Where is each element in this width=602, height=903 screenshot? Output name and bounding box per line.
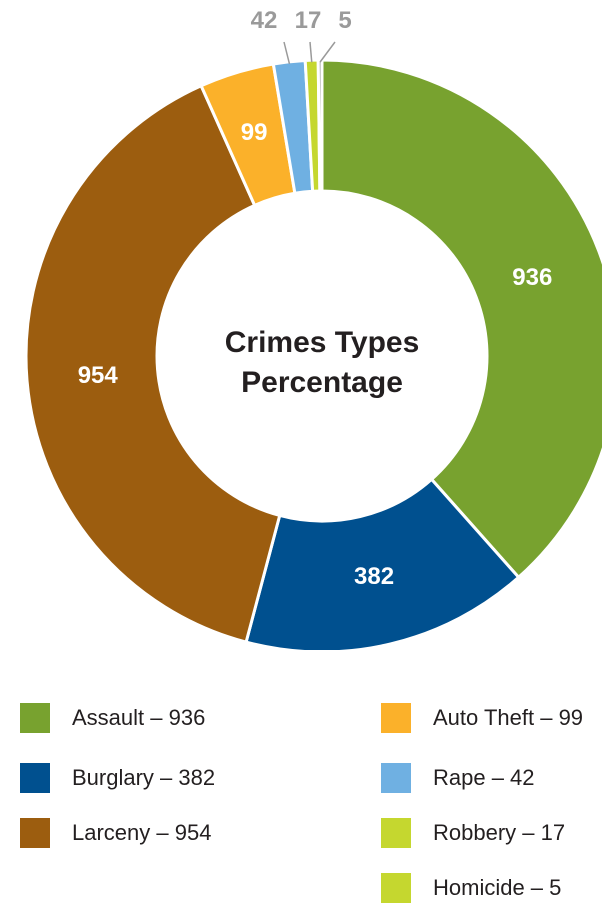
leader-line xyxy=(309,41,313,63)
legend-swatch xyxy=(381,703,411,733)
legend-item-burglary: Burglary – 382 xyxy=(20,763,215,793)
legend-swatch xyxy=(381,763,411,793)
legend-item-homicide: Homicide – 5 xyxy=(381,873,561,903)
leader-line xyxy=(283,41,291,64)
legend-label: Homicide – 5 xyxy=(433,875,562,900)
legend-item-larceny: Larceny – 954 xyxy=(20,818,211,848)
legend-item-robbery: Robbery – 17 xyxy=(381,818,565,848)
outer-labels: 42 17 5 xyxy=(251,7,352,64)
legend-label: Rape – 42 xyxy=(433,765,535,790)
donut-slice-assault xyxy=(320,58,602,580)
legend-label: Assault – 936 xyxy=(72,705,206,730)
donut-slice-burglary xyxy=(244,477,521,650)
chart-center-title-line1: Crimes Types xyxy=(225,326,420,359)
legend-item-rape: Rape – 42 xyxy=(381,763,535,793)
donut-chart: 42 17 5 936 382 954 99 Crimes Types Percentag… xyxy=(24,7,602,650)
legend-label: Larceny – 954 xyxy=(72,820,212,845)
slice-label-homicide: 5 xyxy=(338,7,351,34)
legend-label: Robbery – 17 xyxy=(433,820,566,845)
donut-slices xyxy=(24,58,602,650)
legend-swatch xyxy=(20,763,50,793)
slice-label-rape: 42 xyxy=(251,7,278,34)
legend-item-assault: Assault – 936 xyxy=(20,703,205,733)
slice-label-larceny: 954 xyxy=(78,362,119,389)
legend-item-auto-theft: Auto Theft – 99 xyxy=(381,703,583,733)
slice-label-auto-theft: 99 xyxy=(241,119,268,146)
legend-label: Auto Theft – 99 xyxy=(433,705,584,730)
legend-swatch xyxy=(20,703,50,733)
chart-center-title-line2: Percentage xyxy=(241,366,403,399)
slice-label-assault: 936 xyxy=(512,264,552,291)
slice-label-burglary: 382 xyxy=(354,563,394,590)
legend-label: Burglary – 382 xyxy=(72,765,216,790)
donut-slice-larceny xyxy=(24,83,282,644)
legend-swatch xyxy=(381,873,411,903)
legend-swatch xyxy=(381,818,411,848)
donut-slice-homicide xyxy=(316,58,324,193)
leader-line xyxy=(319,41,336,63)
legend-swatch xyxy=(20,818,50,848)
slice-labels: 936 382 954 99 xyxy=(78,119,553,590)
slice-label-robbery: 17 xyxy=(295,7,322,34)
